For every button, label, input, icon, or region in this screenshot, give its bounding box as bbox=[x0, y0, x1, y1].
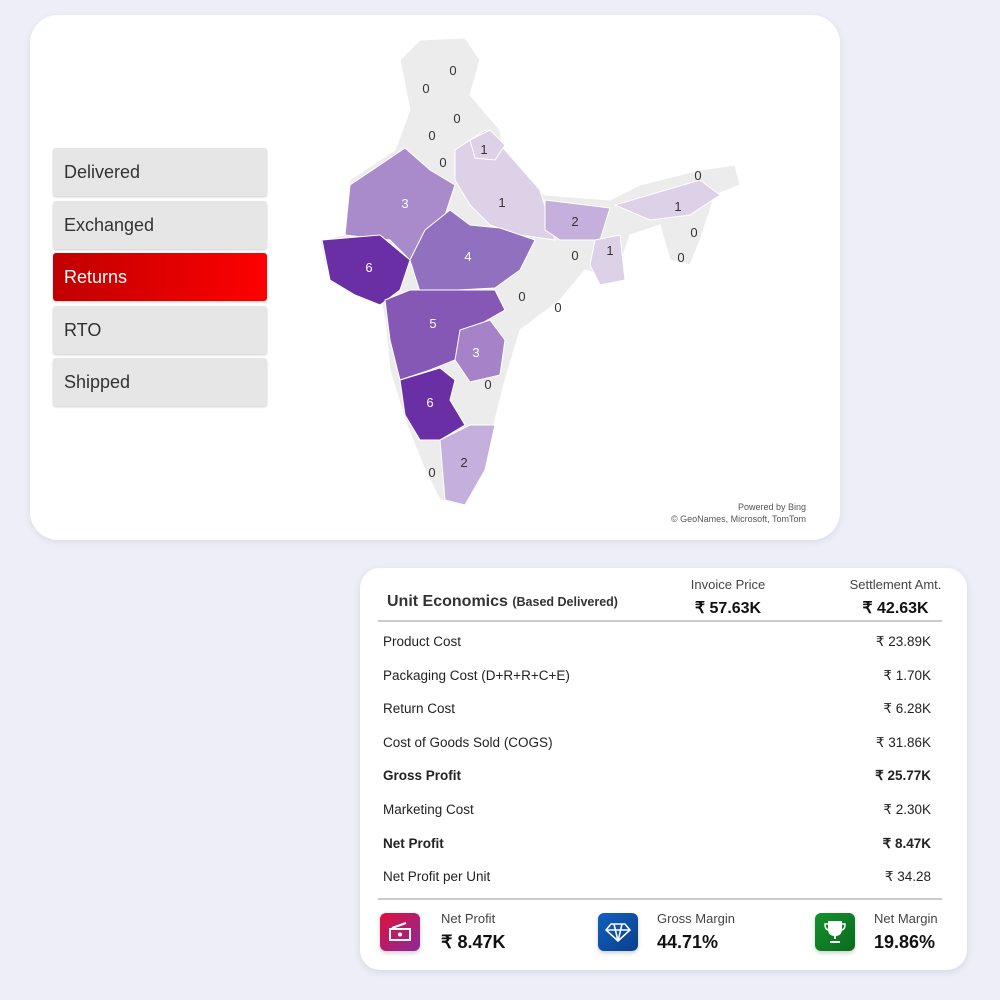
state-value-label: 0 bbox=[484, 377, 491, 392]
state-value-label: 1 bbox=[606, 243, 613, 258]
cost-row: Net Profit per Unit ₹ 34.28 bbox=[383, 869, 931, 889]
diamond-icon bbox=[598, 913, 638, 951]
state-karnataka[interactable] bbox=[399, 367, 466, 441]
row-value: ₹ 31.86K bbox=[875, 734, 931, 750]
row-label: Product Cost bbox=[383, 634, 462, 649]
state-value-label: 6 bbox=[426, 395, 433, 410]
row-value: ₹ 8.47K bbox=[882, 835, 931, 851]
row-label: Gross Profit bbox=[383, 768, 462, 784]
state-value-label: 0 bbox=[518, 289, 525, 304]
state-bihar[interactable] bbox=[544, 199, 611, 241]
row-value: ₹ 2.30K bbox=[883, 802, 931, 817]
filter-shipped[interactable]: Shipped bbox=[53, 358, 267, 406]
cost-row: Marketing Cost ₹ 2.30K bbox=[383, 802, 931, 822]
state-value-label: 2 bbox=[460, 455, 467, 470]
cost-row: Product Cost ₹ 23.89K bbox=[383, 634, 931, 654]
filter-delivered[interactable]: Delivered bbox=[53, 148, 267, 196]
cost-row: Packaging Cost (D+R+R+C+E) ₹ 1.70K bbox=[383, 668, 931, 688]
row-value: ₹ 1.70K bbox=[883, 667, 931, 683]
state-value-label: 0 bbox=[694, 168, 701, 183]
cost-row: Net Profit ₹ 8.47K bbox=[383, 836, 931, 856]
unit-economics-card: Unit Economics (Based Delivered) Invoice… bbox=[360, 568, 967, 970]
state-tamilnadu[interactable] bbox=[439, 424, 496, 506]
money-icon bbox=[380, 913, 420, 951]
cost-row: Cost of Goods Sold (COGS) ₹ 31.86K bbox=[383, 735, 931, 755]
state-value-label: 3 bbox=[401, 196, 408, 211]
cost-row: Return Cost ₹ 6.28K bbox=[383, 701, 931, 721]
kpi-gross-margin: Gross Margin 44.71% bbox=[598, 911, 735, 953]
state-value-label: 2 bbox=[571, 214, 578, 229]
row-label: Net Profit per Unit bbox=[383, 869, 491, 885]
state-value-label: 0 bbox=[422, 81, 429, 96]
map-credit-bing: Powered by Bing bbox=[738, 502, 806, 512]
state-value-label: 0 bbox=[449, 63, 456, 78]
unit-economics-title: Unit Economics (Based Delivered) bbox=[387, 593, 618, 610]
divider bbox=[378, 620, 942, 622]
row-label: Marketing Cost bbox=[383, 802, 474, 817]
status-filter: Delivered Exchanged Returns RTO Shipped bbox=[53, 148, 267, 411]
state-uttarakhand[interactable] bbox=[469, 129, 506, 161]
row-label: Packaging Cost (D+R+R+C+E) bbox=[383, 667, 570, 683]
state-westbengal[interactable] bbox=[589, 234, 626, 286]
row-value: ₹ 6.28K bbox=[883, 701, 931, 717]
row-value: ₹ 25.77K bbox=[875, 768, 931, 784]
state-value-label: 0 bbox=[439, 155, 446, 170]
state-value-label: 0 bbox=[571, 248, 578, 263]
row-label: Return Cost bbox=[383, 701, 456, 717]
kpi-net-profit: Net Profit ₹ 8.47K bbox=[380, 911, 506, 953]
state-value-label: 4 bbox=[464, 249, 471, 264]
state-value-label: 1 bbox=[498, 195, 505, 210]
divider bbox=[378, 898, 942, 900]
filter-exchanged[interactable]: Exchanged bbox=[53, 200, 267, 249]
state-value-label: 0 bbox=[554, 300, 561, 315]
state-value-label: 0 bbox=[453, 111, 460, 126]
settlement-amount: Settlement Amt. ₹ 42.63K bbox=[849, 577, 942, 617]
trophy-icon bbox=[815, 913, 855, 951]
state-value-label: 0 bbox=[428, 128, 435, 143]
row-label: Net Profit bbox=[383, 835, 444, 851]
state-value-label: 0 bbox=[690, 225, 697, 240]
state-value-label: 6 bbox=[365, 260, 372, 275]
row-label: Cost of Goods Sold (COGS) bbox=[383, 734, 553, 750]
state-value-label: 5 bbox=[429, 316, 436, 331]
filter-returns[interactable]: Returns bbox=[53, 253, 267, 301]
state-value-label: 1 bbox=[480, 142, 487, 157]
kpi-net-margin: Net Margin 19.86% bbox=[815, 911, 938, 953]
state-value-label: 0 bbox=[428, 465, 435, 480]
state-northeast[interactable] bbox=[613, 179, 721, 221]
row-value: ₹ 34.28 bbox=[884, 869, 931, 885]
row-value: ₹ 23.89K bbox=[875, 634, 931, 649]
state-value-label: 1 bbox=[674, 199, 681, 214]
state-telangana[interactable] bbox=[454, 319, 506, 383]
filter-rto[interactable]: RTO bbox=[53, 305, 267, 354]
map-credit-data: © GeoNames, Microsoft, TomTom bbox=[671, 514, 806, 524]
invoice-price: Invoice Price ₹ 57.63K bbox=[690, 577, 766, 617]
state-value-label: 3 bbox=[472, 345, 479, 360]
cost-row: Gross Profit ₹ 25.77K bbox=[383, 768, 931, 788]
state-value-label: 0 bbox=[677, 250, 684, 265]
